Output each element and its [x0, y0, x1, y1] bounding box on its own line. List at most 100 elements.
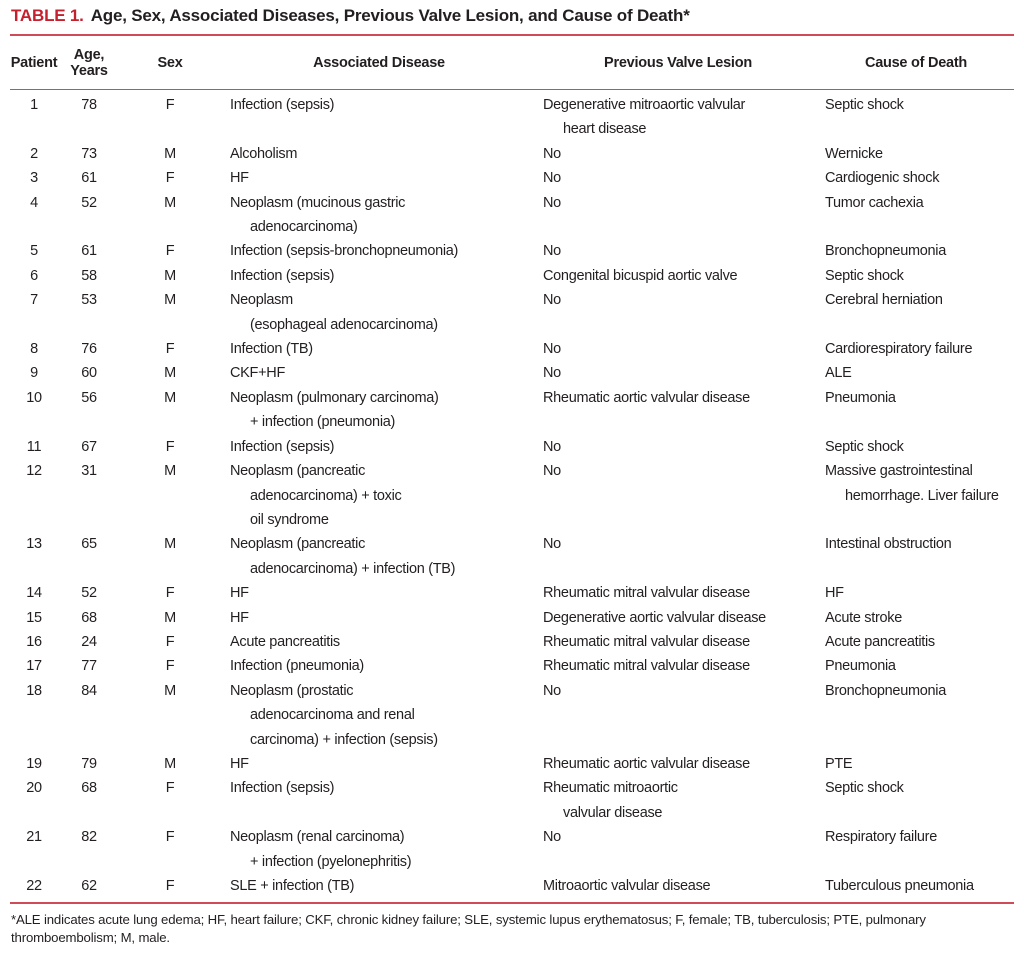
- table-body: 1 78 F Infection (sepsis) Degenerative mitro…: [10, 90, 1014, 904]
- cell-death: Septic shock: [818, 90, 1014, 142]
- cell-sex: M: [164, 292, 176, 309]
- cell-line: Neoplasm (renal carcinoma): [230, 829, 405, 846]
- cell-age: 60: [81, 365, 97, 382]
- cell-line: HF: [230, 755, 249, 772]
- col-header-age-line1: Age,: [73, 47, 105, 63]
- cell-lesion: No: [538, 288, 818, 337]
- cell-patient: 11: [26, 438, 42, 455]
- col-header-patient: Patient: [10, 36, 58, 90]
- cell-patient: 8: [30, 341, 38, 358]
- cell-age: 58: [81, 267, 97, 284]
- table-row: 4 52 M Neoplasm (mucinous gastric adenocarci…: [10, 191, 1014, 240]
- cell-sex: M: [164, 389, 176, 406]
- cell-death: Acute stroke: [818, 606, 1014, 630]
- cell-line: No: [543, 829, 561, 846]
- cell-line: No: [543, 194, 561, 211]
- cell-line: No: [543, 170, 561, 187]
- cell-lesion: Rheumatic aortic valvular disease: [538, 752, 818, 776]
- table-row: 11 67 F Infection (sepsis) No Septic shock: [10, 435, 1014, 459]
- cell-line: Pneumonia: [825, 658, 896, 675]
- table-row: 10 56 M Neoplasm (pulmonary carcinoma) + inf…: [10, 386, 1014, 435]
- cell-age: 62: [81, 878, 97, 894]
- cell-disease: HF: [220, 581, 538, 605]
- cell-death: Pneumonia: [818, 386, 1014, 435]
- cell-patient: 2: [30, 145, 38, 162]
- cell-death: Massive gastrointestinal hemorrhage. Live…: [818, 459, 1014, 532]
- cell-lesion: No: [538, 191, 818, 240]
- cell-age: 76: [81, 341, 97, 358]
- cell-age: 68: [81, 609, 97, 626]
- cell-disease: HF: [220, 752, 538, 776]
- cell-lesion: Rheumatic mitroaortic valvular disease: [538, 776, 818, 825]
- table-label: TABLE 1.: [11, 6, 84, 25]
- cell-age: 77: [81, 658, 97, 675]
- cell-sex: F: [165, 97, 175, 113]
- table-title: TABLE 1. Age, Sex, Associated Diseases, P…: [10, 4, 1014, 36]
- col-header-age: Age, Years: [58, 36, 120, 90]
- cell-patient: 19: [26, 755, 42, 772]
- cell-line: + infection (pneumonia): [250, 414, 396, 431]
- cell-age: 53: [81, 292, 97, 309]
- cell-age: 61: [81, 243, 97, 260]
- cell-patient: 20: [26, 780, 42, 797]
- table-row: 1 78 F Infection (sepsis) Degenerative mitro…: [10, 90, 1014, 142]
- cell-line: oil syndrome: [250, 511, 329, 528]
- cell-line: Infection (sepsis): [230, 97, 335, 113]
- cell-lesion: No: [538, 166, 818, 190]
- cell-patient: 18: [26, 682, 42, 699]
- cell-lesion: No: [538, 337, 818, 361]
- cell-line: Rheumatic mitroaortic: [543, 780, 678, 797]
- cell-line: hemorrhage. Liver failure: [845, 487, 999, 504]
- cell-lesion: Degenerative mitroaortic valvular heart d…: [538, 90, 818, 142]
- cell-lesion: Mitroaortic valvular disease: [538, 874, 818, 903]
- cell-line: Intestinal obstruction: [825, 536, 952, 553]
- cell-line: adenocarcinoma) + toxic: [250, 487, 402, 504]
- cell-age: 56: [81, 389, 97, 406]
- cell-sex: M: [164, 145, 176, 162]
- cell-patient: 4: [30, 194, 38, 211]
- cell-line: heart disease: [563, 121, 647, 138]
- table-row: 20 68 F Infection (sepsis) Rheumatic mitroao…: [10, 776, 1014, 825]
- cell-line: Pneumonia: [825, 389, 896, 406]
- cell-lesion: No: [538, 361, 818, 385]
- cell-age: 84: [81, 682, 97, 699]
- cell-death: Septic shock: [818, 776, 1014, 825]
- cell-death: Tumor cachexia: [818, 191, 1014, 240]
- cell-sex: M: [164, 609, 176, 626]
- cell-sex: M: [164, 755, 176, 772]
- cell-disease: Alcoholism: [220, 142, 538, 166]
- table-row: 5 61 F Infection (sepsis-bronchopneumonia) N…: [10, 239, 1014, 263]
- cell-patient: 5: [30, 243, 38, 260]
- cell-line: Neoplasm (pulmonary carcinoma): [230, 389, 439, 406]
- cell-patient: 21: [26, 829, 42, 846]
- cell-line: Rheumatic aortic valvular disease: [543, 389, 750, 406]
- cell-line: PTE: [825, 755, 853, 772]
- cell-lesion: No: [538, 532, 818, 581]
- cell-disease: Neoplasm (pancreatic adenocarcinoma) + in…: [220, 532, 538, 581]
- cell-line: Acute pancreatitis: [825, 633, 935, 650]
- cell-age: 52: [81, 194, 97, 211]
- cell-line: Cardiorespiratory failure: [825, 341, 973, 358]
- cell-patient: 13: [26, 536, 42, 553]
- cell-lesion: Rheumatic mitral valvular disease: [538, 630, 818, 654]
- cell-line: HF: [230, 585, 249, 602]
- cell-line: Cardiogenic shock: [825, 170, 940, 187]
- cell-line: Neoplasm (mucinous gastric: [230, 194, 406, 211]
- table-row: 22 62 F SLE + infection (TB) Mitroaortic val…: [10, 874, 1014, 903]
- cell-disease: Acute pancreatitis: [220, 630, 538, 654]
- cell-sex: F: [165, 780, 175, 797]
- table-row: 16 24 F Acute pancreatitis Rheumatic mitral …: [10, 630, 1014, 654]
- cell-death: Acute pancreatitis: [818, 630, 1014, 654]
- cell-line: HF: [230, 609, 249, 626]
- cell-line: HF: [230, 170, 249, 187]
- table-footnote: *ALE indicates acute lung edema; HF, hea…: [11, 912, 926, 945]
- cell-line: No: [543, 438, 561, 455]
- cell-death: Cardiogenic shock: [818, 166, 1014, 190]
- cell-line: No: [543, 682, 561, 699]
- cell-sex: M: [164, 365, 176, 382]
- table-header-row: Patient Age, Years Sex Associated Diseas…: [10, 36, 1014, 90]
- cell-age: 24: [81, 633, 97, 650]
- cell-line: Rheumatic mitral valvular disease: [543, 585, 750, 602]
- cell-line: Wernicke: [825, 145, 883, 162]
